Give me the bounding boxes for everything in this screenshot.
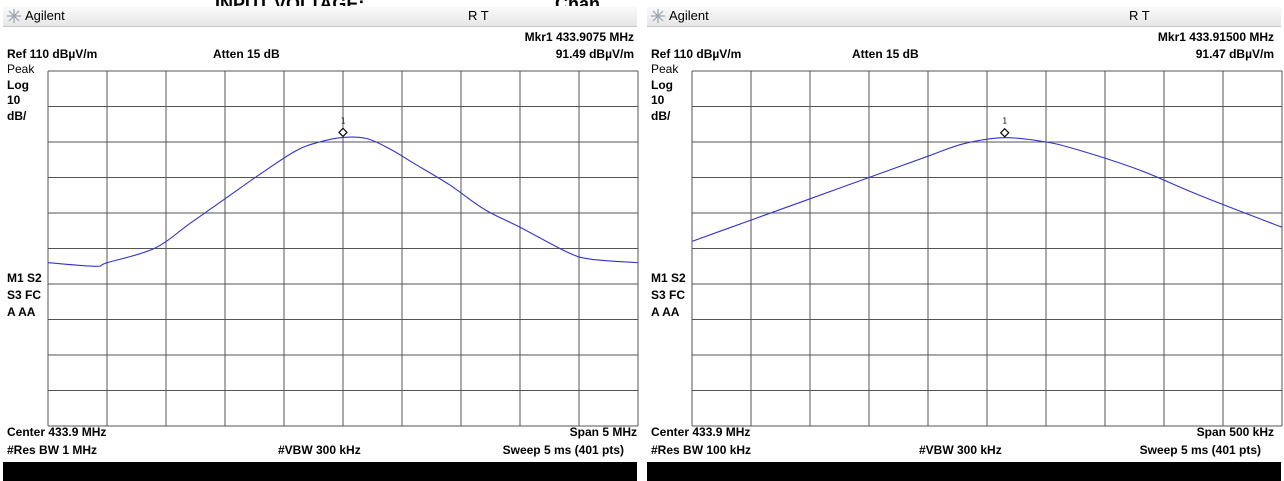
- title-flags: R T: [468, 8, 489, 23]
- status-label-1: M1 S2: [651, 271, 686, 285]
- brand-name: Agilent: [669, 8, 709, 23]
- scale-type-label: Log: [7, 78, 29, 92]
- status-label-3: A AA: [651, 305, 680, 319]
- scale-unit-label: dB/: [7, 109, 27, 123]
- status-label-2: S3 FC: [7, 288, 42, 302]
- spectrum-panel-right: Agilent R T Mkr1 433.91500 MHz Ref 110 d…: [647, 6, 1283, 481]
- marker-number-label: 1: [1002, 117, 1007, 126]
- attenuation: Atten 15 dB: [852, 47, 919, 61]
- reference-level: Ref 110 dBµV/m: [7, 47, 98, 61]
- status-bar: [3, 462, 637, 481]
- scale-unit-label: dB/: [651, 109, 671, 123]
- spectrum-graticule: 1: [691, 70, 1283, 427]
- attenuation: Atten 15 dB: [213, 47, 280, 61]
- detector-label: Peak: [7, 62, 35, 76]
- spectrum-graticule: 1: [47, 70, 639, 427]
- agilent-spark-icon: [7, 9, 21, 23]
- status-label-2: S3 FC: [651, 288, 686, 302]
- brand-name: Agilent: [25, 8, 65, 23]
- status-bar: [647, 462, 1281, 481]
- spectrum-panel-left: Agilent R T Mkr1 433.9075 MHz Ref 110 dB…: [3, 6, 639, 481]
- resolution-bandwidth: #Res BW 100 kHz: [651, 443, 752, 457]
- spectrum-trace: [47, 136, 639, 267]
- scale-value-label: 10: [7, 93, 21, 107]
- marker-frequency: Mkr1 433.9075 MHz: [524, 30, 634, 44]
- title-flags: R T: [1129, 8, 1150, 23]
- resolution-bandwidth: #Res BW 1 MHz: [7, 443, 98, 457]
- status-label-1: M1 S2: [7, 271, 42, 285]
- frequency-span: Span 500 kHz: [1196, 425, 1274, 439]
- window-titlebar: Agilent R T: [3, 6, 637, 27]
- reference-level: Ref 110 dBµV/m: [651, 47, 742, 61]
- frequency-span: Span 5 MHz: [569, 425, 637, 439]
- window-titlebar: Agilent R T: [647, 6, 1281, 27]
- sweep-time: Sweep 5 ms (401 pts): [502, 443, 624, 457]
- marker-amplitude: 91.47 dBµV/m: [1195, 47, 1274, 61]
- center-frequency: Center 433.9 MHz: [651, 425, 751, 439]
- status-label-3: A AA: [7, 305, 36, 319]
- scale-value-label: 10: [651, 93, 665, 107]
- marker-number-label: 1: [341, 116, 346, 125]
- detector-label: Peak: [651, 62, 679, 76]
- center-frequency: Center 433.9 MHz: [7, 425, 107, 439]
- video-bandwidth: #VBW 300 kHz: [919, 443, 1002, 457]
- marker-amplitude: 91.49 dBµV/m: [555, 47, 634, 61]
- marker-diamond: [999, 127, 1010, 138]
- marker-frequency: Mkr1 433.91500 MHz: [1157, 30, 1274, 44]
- video-bandwidth: #VBW 300 kHz: [278, 443, 361, 457]
- sweep-time: Sweep 5 ms (401 pts): [1139, 443, 1261, 457]
- scale-type-label: Log: [651, 78, 673, 92]
- spectrum-trace: [691, 137, 1283, 242]
- agilent-spark-icon: [651, 9, 665, 23]
- marker-diamond: [338, 127, 348, 138]
